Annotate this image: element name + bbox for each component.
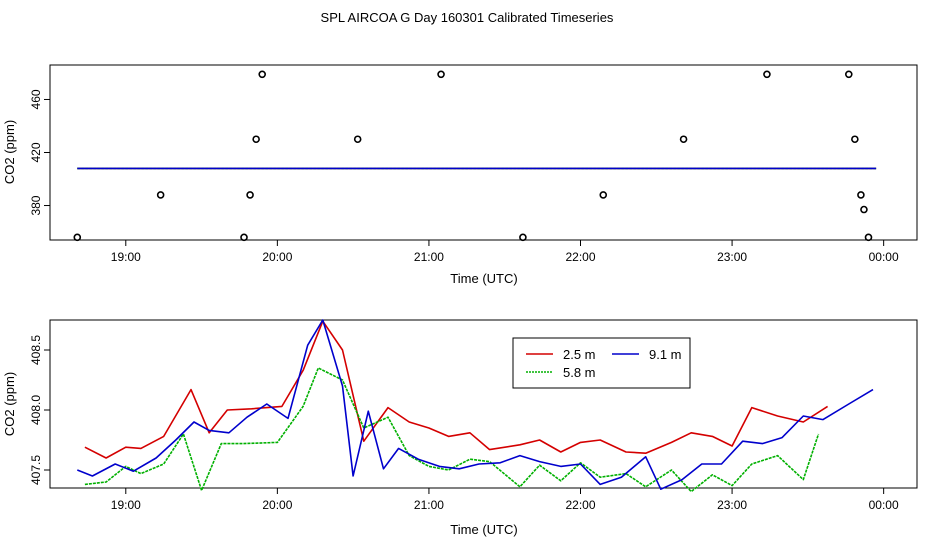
top-calibration-point <box>240 233 248 242</box>
bottom-series-line-2-5-m <box>84 320 829 459</box>
bottom-x-tick-label-00-00: 00:00 <box>869 498 899 512</box>
top-calibration-points <box>73 70 873 242</box>
bottom-x-tick-label-21-00: 21:00 <box>414 498 444 512</box>
top-x-label: Time (UTC) <box>450 271 517 286</box>
top-calibration-point <box>763 70 771 79</box>
top-calibration-point <box>258 70 267 79</box>
top-x-tick-label-21-00: 21:00 <box>414 250 444 264</box>
top-calibration-point <box>844 70 853 79</box>
bottom-y-tick-label-408-0: 408.0 <box>29 395 43 425</box>
bottom-x-tick-label-19-00: 19:00 <box>111 498 141 512</box>
legend: 2.5 m 9.1 m 5.8 m <box>512 337 691 389</box>
top-y-tick-label-460: 460 <box>29 89 43 109</box>
bottom-series <box>77 319 874 493</box>
bottom-series-line-9-1-m <box>77 319 874 491</box>
bottom-x-tick-label-22-00: 22:00 <box>565 498 595 512</box>
top-x-tick-label-23-00: 23:00 <box>717 250 747 264</box>
top-calibration-point <box>73 233 82 242</box>
top-calibration-point <box>252 135 260 144</box>
legend-label-2-5m: 2.5 m <box>563 347 596 362</box>
top-y-label: CO2 (ppm) <box>2 120 17 184</box>
bottom-y-tick-label-407-5: 407.5 <box>29 455 43 485</box>
top-calibration-point <box>437 70 445 79</box>
top-calibration-point <box>246 191 254 199</box>
top-calibration-point <box>519 233 527 242</box>
bottom-y-tick-label-408-5: 408.5 <box>29 335 43 365</box>
bottom-series-line-5-8-m <box>84 367 820 493</box>
top-y-axis: 380 420 460 <box>29 89 50 216</box>
legend-box <box>512 337 691 389</box>
top-x-axis: 19:00 20:00 21:00 22:00 23:00 00:00 <box>111 240 899 264</box>
top-calibration-point <box>679 135 688 144</box>
bottom-y-label: CO2 (ppm) <box>2 372 17 436</box>
bottom-panel: 19:00 20:00 21:00 22:00 23:00 00:00 407.5 408.… <box>2 319 918 537</box>
top-x-tick-label-19-00: 19:00 <box>111 250 141 264</box>
top-calibration-point <box>857 191 865 199</box>
top-x-tick-label-20-00: 20:00 <box>262 250 292 264</box>
top-calibration-point <box>864 233 873 242</box>
top-y-tick-label-420: 420 <box>29 142 43 162</box>
bottom-x-label: Time (UTC) <box>450 522 517 537</box>
top-calibration-point <box>860 205 868 214</box>
bottom-plot-frame <box>49 319 918 489</box>
top-panel: 19:00 20:00 21:00 22:00 23:00 00:00 380 420 460… <box>2 64 918 286</box>
top-x-tick-label-00-00: 00:00 <box>869 250 899 264</box>
top-calibration-point <box>156 191 165 199</box>
top-calibration-point <box>599 191 608 199</box>
figure-title: SPL AIRCOA G Day 160301 Calibrated Times… <box>321 10 614 25</box>
legend-label-9-1m: 9.1 m <box>649 347 682 362</box>
bottom-y-axis: 407.5 408.0 408.5 <box>29 335 50 485</box>
top-y-tick-label-380: 380 <box>29 195 43 215</box>
top-x-tick-label-22-00: 22:00 <box>565 250 595 264</box>
top-calibration-point <box>851 135 859 144</box>
top-plot-frame <box>49 64 918 241</box>
bottom-x-tick-label-20-00: 20:00 <box>262 498 292 512</box>
legend-label-5-8m: 5.8 m <box>563 365 596 380</box>
bottom-x-axis: 19:00 20:00 21:00 22:00 23:00 00:00 <box>111 488 899 512</box>
bottom-x-tick-label-23-00: 23:00 <box>717 498 747 512</box>
top-calibration-point <box>353 135 362 144</box>
